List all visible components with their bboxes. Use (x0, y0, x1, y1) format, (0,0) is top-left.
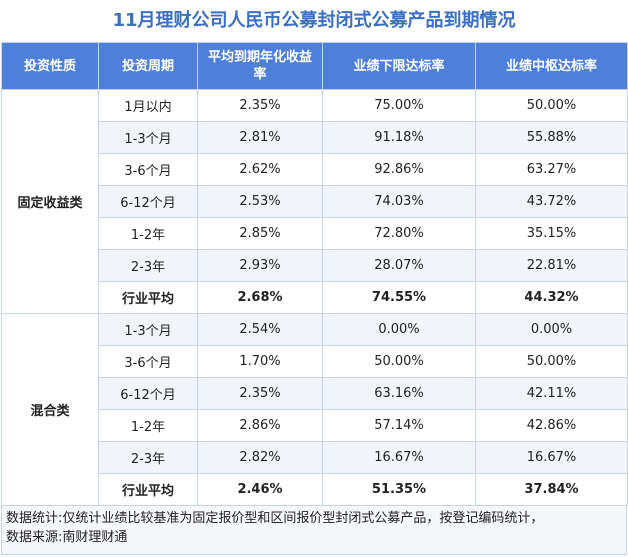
yield-cell: 2.68% (197, 281, 323, 314)
mid-cell: 55.88% (475, 121, 628, 154)
footnote-line-2: 数据来源:南财理财通 (6, 530, 128, 545)
table-row: 2-3年 2.82% 16.67% 16.67% (2, 441, 628, 474)
yield-cell: 2.54% (197, 313, 323, 346)
table-row: 行业平均 2.68% 74.55% 44.32% (2, 281, 628, 314)
yield-cell: 2.85% (197, 217, 323, 250)
mid-cell: 42.86% (475, 409, 628, 442)
mid-cell: 22.81% (475, 249, 628, 282)
yield-cell: 2.82% (197, 441, 323, 474)
mid-cell: 44.32% (475, 281, 628, 314)
mid-cell: 50.00% (475, 89, 628, 122)
header-average-yield: 平均到期年化收益率 (197, 42, 323, 90)
mid-cell: 16.67% (475, 441, 628, 474)
mid-cell: 37.84% (475, 473, 628, 506)
yield-cell: 2.93% (197, 249, 323, 282)
group-name-cell: 混合类 (1, 313, 99, 506)
period-cell: 2-3年 (98, 249, 198, 282)
mid-cell: 42.11% (475, 377, 628, 410)
header-investment-period: 投资周期 (98, 42, 198, 90)
footnote: 数据统计:仅统计业绩比较基准为固定报价型和区间报价型封闭式公募产品，按登记编码统… (1, 506, 627, 555)
mid-cell: 43.72% (475, 185, 628, 218)
table-row: 6-12个月 2.35% 63.16% 42.11% (2, 377, 628, 410)
table-row: 3-6个月 2.62% 92.86% 63.27% (2, 153, 628, 186)
yield-cell: 1.70% (197, 345, 323, 378)
period-cell: 3-6个月 (98, 153, 198, 186)
lower-cell: 74.03% (322, 185, 476, 218)
table-row: 1-2年 2.85% 72.80% 35.15% (2, 217, 628, 250)
period-cell: 6-12个月 (98, 377, 198, 410)
table-row: 固定收益类 1月以内 2.35% 75.00% 50.00% (1, 89, 628, 314)
lower-cell: 91.18% (322, 121, 476, 154)
lower-cell: 50.00% (322, 345, 476, 378)
period-cell: 1-2年 (98, 409, 198, 442)
period-cell: 行业平均 (98, 281, 198, 314)
lower-cell: 51.35% (322, 473, 476, 506)
report-title: 11月理财公司人民币公募封闭式公募产品到期情况 (112, 10, 516, 31)
table-row: 2-3年 2.93% 28.07% 22.81% (2, 249, 628, 282)
period-cell: 3-6个月 (98, 345, 198, 378)
header-lower-bound-rate: 业绩下限达标率 (322, 42, 476, 90)
period-cell: 2-3年 (98, 441, 198, 474)
period-cell: 1-3个月 (98, 121, 198, 154)
yield-cell: 2.35% (197, 377, 323, 410)
mid-cell: 0.00% (475, 313, 628, 346)
lower-cell: 75.00% (322, 89, 476, 122)
yield-cell: 2.62% (197, 153, 323, 186)
maturity-table: 投资性质 投资周期 平均到期年化收益率 业绩下限达标率 业绩中枢达标率 固定收益… (1, 42, 628, 506)
lower-cell: 72.80% (322, 217, 476, 250)
yield-cell: 2.81% (197, 121, 323, 154)
table-row: 混合类 1-3个月 2.54% 0.00% 0.00% (1, 313, 628, 506)
table-row: 1-3个月 2.81% 91.18% 55.88% (2, 121, 628, 154)
lower-cell: 92.86% (322, 153, 476, 186)
period-cell: 6-12个月 (98, 185, 198, 218)
lower-cell: 16.67% (322, 441, 476, 474)
mid-cell: 50.00% (475, 345, 628, 378)
footnote-line-1: 数据统计:仅统计业绩比较基准为固定报价型和区间报价型封闭式公募产品，按登记编码统… (6, 511, 544, 526)
table-body: 固定收益类 1月以内 2.35% 75.00% 50.00% 1-3个月 2.81% 91.1… (1, 89, 628, 506)
table-row: 1-2年 2.86% 57.14% 42.86% (2, 409, 628, 442)
yield-cell: 2.86% (197, 409, 323, 442)
table-row: 行业平均 2.46% 51.35% 37.84% (2, 473, 628, 506)
period-cell: 1-3个月 (98, 313, 198, 346)
mid-cell: 63.27% (475, 153, 628, 186)
group-name-cell: 固定收益类 (1, 89, 99, 314)
yield-cell: 2.53% (197, 185, 323, 218)
lower-cell: 0.00% (322, 313, 476, 346)
table-row: 3-6个月 1.70% 50.00% 50.00% (2, 345, 628, 378)
lower-cell: 63.16% (322, 377, 476, 410)
table-row: 6-12个月 2.53% 74.03% 43.72% (2, 185, 628, 218)
header-row: 投资性质 投资周期 平均到期年化收益率 业绩下限达标率 业绩中枢达标率 (1, 42, 628, 90)
period-cell: 1-2年 (98, 217, 198, 250)
lower-cell: 57.14% (322, 409, 476, 442)
lower-cell: 74.55% (322, 281, 476, 314)
lower-cell: 28.07% (322, 249, 476, 282)
period-cell: 行业平均 (98, 473, 198, 506)
header-mid-rate: 业绩中枢达标率 (475, 42, 628, 90)
header-investment-type: 投资性质 (1, 42, 99, 90)
yield-cell: 2.35% (197, 89, 323, 122)
mid-cell: 35.15% (475, 217, 628, 250)
yield-cell: 2.46% (197, 473, 323, 506)
period-cell: 1月以内 (98, 89, 198, 122)
